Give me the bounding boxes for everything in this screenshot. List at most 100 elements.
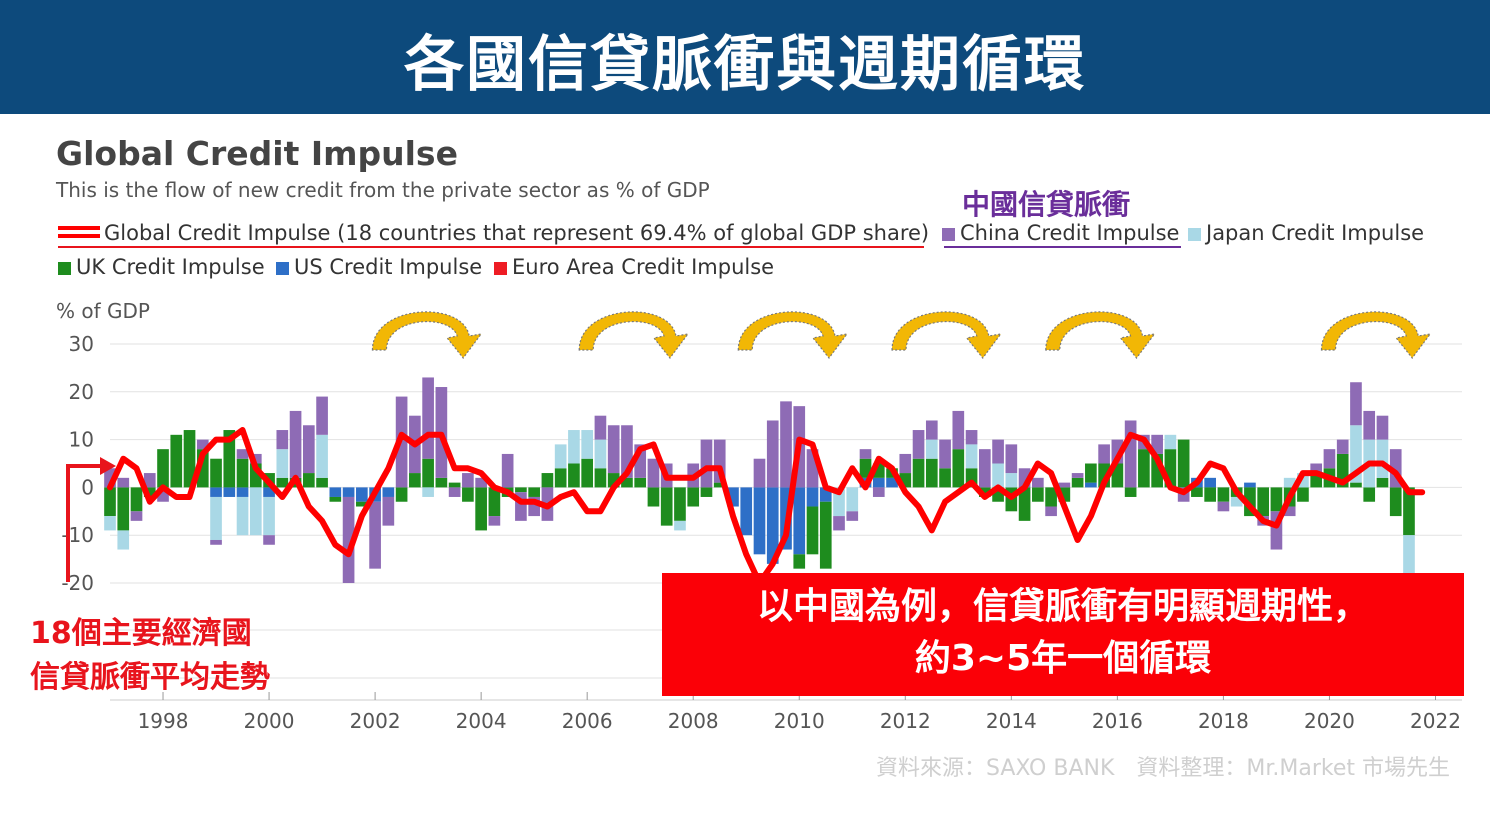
china-bar [846,511,859,521]
china-bar [1151,434,1163,454]
uk-bar [965,468,978,488]
cycle-arrow-shape [578,311,690,359]
uk-bar [1045,487,1057,507]
china-bar [1005,444,1018,474]
left-note-line2: 信貸脈衝平均走勢 [30,660,270,695]
uk-bar [939,468,951,488]
china-bar [475,477,487,488]
china-bar [1071,473,1084,478]
uk-bar [806,506,819,555]
legend-japan-label: Japan Credit Impulse [1206,221,1425,245]
uk-bar [1032,487,1044,502]
us-bar [806,487,819,507]
uk-bar [872,463,885,478]
cycle-arrow [371,311,483,359]
china-bar [210,539,222,545]
legend-us-swatch [276,262,289,275]
uk-bar [1098,463,1110,488]
china-bar [1376,415,1389,440]
x-tick-label: 1998 [138,709,189,733]
legend-us-label: US Credit Impulse [294,255,483,279]
china-bar [952,410,965,450]
uk-bar [316,477,328,488]
us-bar [1085,482,1097,488]
title-banner: 各國信貸脈衝與週期循環 [0,0,1490,114]
china-note: 中國信貸脈衝 [962,188,1131,221]
uk-bar [395,487,408,502]
china-bar [992,439,1004,464]
x-tick-label: 2014 [986,709,1037,733]
banner-title: 各國信貸脈衝與週期循環 [404,30,1086,100]
uk-bar [1270,487,1283,512]
callout-line2: 約3~5年一個循環 [914,638,1212,679]
china-bar [276,430,289,450]
china-bar [1058,482,1071,488]
china-bar [236,449,249,459]
uk-bar [700,487,713,497]
japan-bar [568,430,580,464]
japan-bar [992,463,1004,488]
japan-bar [236,496,249,536]
china-bar [289,410,302,478]
china-bar [1032,477,1044,488]
uk-bar [1177,439,1190,488]
uk-bar [1350,482,1362,488]
x-tick-label: 2022 [1410,709,1461,733]
china-bar [607,425,620,474]
china-bar [1018,468,1031,488]
legend-china: China Credit Impulse [942,221,1179,245]
uk-bar [435,477,448,488]
china-bar [448,487,461,497]
uk-bar [130,487,143,512]
china-bar [117,477,130,488]
left-note-pointer-line [66,464,108,582]
uk-bar [978,487,991,497]
uk-bar [1018,487,1031,521]
china-bar [157,487,169,502]
japan-bar [594,439,607,469]
uk-bar [634,477,647,488]
us-bar [793,487,806,555]
china-bar [501,453,514,488]
uk-bar [183,430,196,488]
uk-bar [1151,453,1163,488]
y-tick-label: 0 [81,475,94,499]
cycle-arrow-shape [1045,311,1156,359]
japan-bar [1283,477,1296,488]
china-bar [872,487,885,497]
uk-bar [1403,487,1415,536]
japan-bar [1350,425,1362,483]
cycle-arrow-shape [1320,311,1432,359]
left-note-line1: 18個主要經濟國 [30,616,252,651]
china-bar [647,458,660,488]
china-bar [1098,444,1110,464]
x-tick-label: 2008 [668,709,719,733]
uk-bar [170,434,183,488]
cycle-arrow [578,311,690,359]
china-bar [316,396,328,435]
uk-bar [1138,449,1150,488]
china-bar [143,473,156,488]
left-note: 18個主要經濟國 信貸脈衝平均走勢 [30,612,270,700]
us-bar [727,487,739,507]
uk-bar [488,487,501,517]
uk-bar [1164,449,1177,488]
legend-us: US Credit Impulse [276,255,482,279]
japan-bar [316,434,328,478]
x-tick-label: 2012 [880,709,931,733]
uk-bar [196,449,209,488]
cycle-arrow [1320,311,1432,359]
china-bar [422,377,434,459]
japan-bar [674,520,686,531]
us-bar [753,487,766,555]
y-tick-label: 30 [69,332,94,356]
source-note: 資料來源：SAXO BANK 資料整理：Mr.Market 市場先生 [875,756,1450,781]
china-bar [700,439,713,488]
uk-bar [1191,487,1203,497]
japan-bar [965,444,978,469]
us-bar [819,487,832,502]
china-bar [594,415,607,440]
uk-bar [621,477,633,488]
legend-china-swatch [942,228,955,241]
